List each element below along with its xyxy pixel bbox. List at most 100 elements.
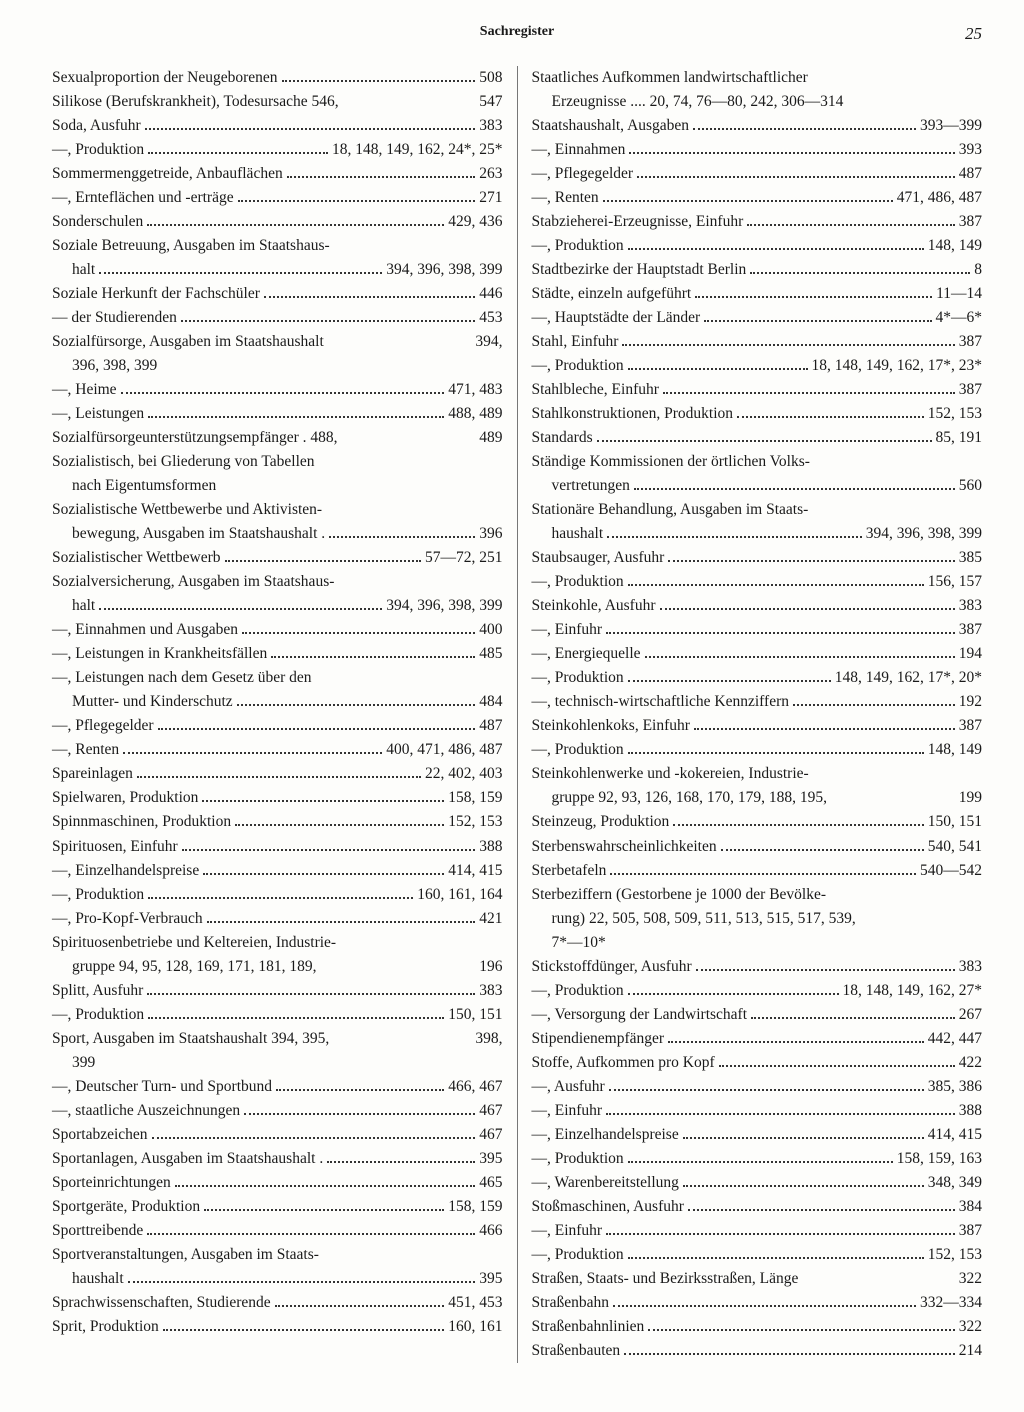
- leader-dots: [203, 861, 444, 875]
- entry-label: Silikose (Berufskrankheit), Todesursache…: [52, 90, 339, 114]
- index-entry-continuation: gruppe 94, 95, 128, 169, 171, 181, 189, 1…: [52, 955, 503, 979]
- leader-dots: [607, 525, 862, 539]
- entry-pages: 489: [479, 426, 502, 450]
- index-entry: Stahl, Einfuhr387: [532, 330, 983, 354]
- entry-pages: 158, 159: [448, 786, 502, 810]
- entry-pages: 485: [479, 642, 502, 666]
- entry-pages: 466: [479, 1219, 502, 1243]
- leader-dots: [603, 188, 893, 202]
- index-entry: —, Produktion150, 151: [52, 1003, 503, 1027]
- entry-pages: 508: [479, 66, 502, 90]
- entry-pages: 348, 349: [928, 1171, 982, 1195]
- leader-dots: [147, 212, 444, 226]
- entry-label: — der Studierenden: [52, 306, 177, 330]
- leader-dots: [235, 813, 444, 827]
- index-entry: —, Produktion18, 148, 149, 162, 27*: [532, 979, 983, 1003]
- entry-label: —, technisch-wirtschaftliche Kennziffern: [532, 690, 790, 714]
- entry-pages: 540, 541: [928, 835, 982, 859]
- index-entry: —, Einzelhandelspreise414, 415: [52, 859, 503, 883]
- leader-dots: [624, 1341, 955, 1355]
- entry-pages: 160, 161: [448, 1315, 502, 1339]
- entry-pages: 152, 153: [448, 810, 502, 834]
- entry-label: —, Deutscher Turn- und Sportbund: [52, 1075, 272, 1099]
- entry-label: —, Produktion: [532, 738, 624, 762]
- leader-dots: [628, 741, 924, 755]
- index-entry: —, Produktion160, 161, 164: [52, 883, 503, 907]
- entry-pages: 388: [479, 835, 502, 859]
- index-entry-multiline: Stationäre Behandlung, Ausgaben im Staat…: [532, 498, 983, 522]
- leader-dots: [628, 1245, 924, 1259]
- entry-pages: 398,: [475, 1027, 502, 1051]
- index-entry: Stabzieherei-Erzeugnisse, Einfuhr387: [532, 210, 983, 234]
- leader-dots: [327, 1149, 475, 1163]
- entry-label: Stipendienempfänger: [532, 1027, 665, 1051]
- index-entry: —, Einnahmen393: [532, 138, 983, 162]
- leader-dots: [181, 309, 475, 323]
- entry-pages: 263: [479, 162, 502, 186]
- entry-pages: 421: [479, 907, 502, 931]
- leader-dots: [237, 693, 476, 707]
- entry-pages: 18, 148, 149, 162, 24*, 25*: [332, 138, 503, 162]
- index-entry: —, Einfuhr387: [532, 618, 983, 642]
- entry-label: —, Pflegegelder: [532, 162, 634, 186]
- leader-dots: [328, 335, 472, 347]
- index-entry: —, Renten400, 471, 486, 487: [52, 738, 503, 762]
- entry-label: —, Einzelhandelspreise: [532, 1123, 679, 1147]
- entry-label: Sporteinrichtungen: [52, 1171, 171, 1195]
- leader-dots: [688, 1197, 955, 1211]
- entry-pages: 387: [959, 1219, 982, 1243]
- leader-dots: [163, 1317, 444, 1331]
- index-entry: —, Produktion148, 149: [532, 234, 983, 258]
- entry-pages: 400, 471, 486, 487: [386, 738, 502, 762]
- entry-pages: 396: [479, 522, 502, 546]
- entry-label: —, Produktion: [532, 1147, 624, 1171]
- index-entry: —, Heime471, 483: [52, 378, 503, 402]
- index-entry: Staubsauger, Ausfuhr385: [532, 546, 983, 570]
- leader-dots: [238, 188, 476, 202]
- entry-pages: 400: [479, 618, 502, 642]
- index-entry: —, Leistungen in Krankheitsfällen485: [52, 642, 503, 666]
- index-entry: Sportanlagen, Ausgaben im Staatshaushalt…: [52, 1147, 503, 1171]
- index-entry: Straßenbahn332—334: [532, 1291, 983, 1315]
- entry-label: Stabzieherei-Erzeugnisse, Einfuhr: [532, 210, 744, 234]
- index-entry: —, technisch-wirtschaftliche Kennziffern…: [532, 690, 983, 714]
- index-entry: Sommermenggetreide, Anbauflächen263: [52, 162, 503, 186]
- entry-pages: 453: [479, 306, 502, 330]
- leader-dots: [342, 431, 476, 443]
- leader-dots: [202, 789, 444, 803]
- entry-pages: 471, 483: [448, 378, 502, 402]
- entry-pages: 148, 149, 162, 17*, 20*: [835, 666, 982, 690]
- index-entry: Steinkohle, Ausfuhr383: [532, 594, 983, 618]
- leader-dots: [695, 285, 932, 299]
- entry-pages: 384: [959, 1195, 982, 1219]
- entry-pages: 85, 191: [936, 426, 983, 450]
- index-entry: Straßenbahnlinien322: [532, 1315, 983, 1339]
- entry-pages: 57—72, 251: [425, 546, 503, 570]
- leader-dots: [628, 357, 808, 371]
- index-entry: —, Pro-Kopf-Verbrauch 421: [52, 907, 503, 931]
- index-entry: Sprachwissenschaften, Studierende451, 45…: [52, 1291, 503, 1315]
- leader-dots: [668, 549, 954, 563]
- index-entry-continuation: haushalt395: [52, 1267, 503, 1291]
- leader-dots: [668, 1029, 924, 1043]
- entry-label: Spareinlagen: [52, 762, 133, 786]
- leader-dots: [271, 645, 475, 659]
- entry-pages: 22, 402, 403: [425, 762, 503, 786]
- index-entry: Sexualproportion der Neugeborenen508: [52, 66, 503, 90]
- index-entry: —, Warenbereitstellung348, 349: [532, 1171, 983, 1195]
- entry-pages: 465: [479, 1171, 502, 1195]
- entry-label: —, Pro-Kopf-Verbrauch: [52, 907, 203, 931]
- entry-label: gruppe 94, 95, 128, 169, 171, 181, 189,: [52, 955, 317, 979]
- entry-pages: 484: [479, 690, 502, 714]
- entry-pages: 196: [479, 955, 502, 979]
- entry-label: Sport, Ausgaben im Staatshaushalt 394, 3…: [52, 1027, 329, 1051]
- entry-label: Spielwaren, Produktion: [52, 786, 198, 810]
- index-entry-multiline: Sozialistisch, bei Gliederung von Tabell…: [52, 450, 503, 474]
- entry-pages: 547: [479, 90, 502, 114]
- entry-pages: 442, 447: [928, 1027, 982, 1051]
- leader-dots: [148, 1005, 444, 1019]
- entry-label: gruppe 92, 93, 126, 168, 170, 179, 188, …: [532, 786, 828, 810]
- leader-dots: [147, 1221, 475, 1235]
- entry-pages: 466, 467: [448, 1075, 502, 1099]
- index-entry: Spielwaren, Produktion 158, 159: [52, 786, 503, 810]
